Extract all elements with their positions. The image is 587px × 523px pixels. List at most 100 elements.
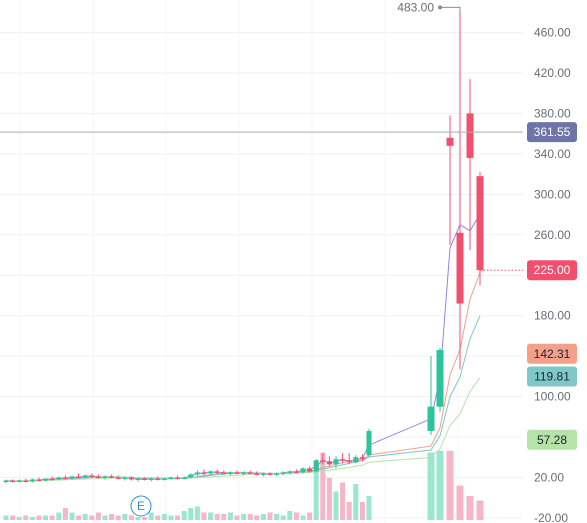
candle-body bbox=[359, 457, 365, 460]
volume-bar bbox=[161, 514, 167, 520]
volume-bar bbox=[56, 512, 62, 520]
candle-body bbox=[333, 459, 339, 465]
volume-bar bbox=[208, 512, 214, 520]
candle-body bbox=[446, 137, 454, 146]
candle-body bbox=[208, 471, 214, 474]
candle-body bbox=[427, 406, 435, 431]
candle-body bbox=[3, 480, 9, 482]
volume-bar bbox=[175, 515, 181, 520]
moving-average-line bbox=[5, 377, 481, 482]
volume-bar bbox=[148, 512, 154, 520]
moving-averages bbox=[5, 213, 481, 482]
candle-body bbox=[188, 474, 194, 478]
candle-body bbox=[476, 176, 484, 271]
volume-bar bbox=[102, 515, 108, 520]
high-marker-line bbox=[440, 6, 461, 14]
candle-body bbox=[155, 478, 161, 480]
volume-bar bbox=[436, 451, 444, 520]
indicator-badge-bg bbox=[527, 429, 577, 450]
volume-bar bbox=[16, 517, 22, 520]
y-tick-label: 340.00 bbox=[534, 147, 571, 161]
y-tick-label: 420.00 bbox=[534, 66, 571, 80]
candle-body bbox=[214, 471, 220, 473]
indicator-badge: 119.81 bbox=[534, 370, 570, 384]
candle-body bbox=[267, 473, 273, 475]
indicator-badge: 142.31 bbox=[534, 347, 571, 361]
moving-average-line bbox=[5, 272, 481, 482]
volume-bar bbox=[128, 515, 134, 520]
candle-body bbox=[128, 477, 134, 480]
last-price-badge-bg bbox=[527, 260, 577, 281]
indicator-badge-bg bbox=[527, 366, 577, 387]
candle-body bbox=[89, 475, 95, 477]
volume-bar bbox=[241, 514, 247, 520]
candle-body bbox=[366, 430, 372, 456]
volume-bar bbox=[76, 515, 82, 520]
moving-average-line bbox=[5, 315, 481, 482]
y-tick-label: 460.00 bbox=[534, 26, 571, 40]
indicator-badge: 57.28 bbox=[537, 433, 567, 447]
volume-bar bbox=[340, 482, 346, 520]
candle-body bbox=[102, 476, 108, 478]
volume-bar bbox=[122, 514, 128, 520]
y-tick-label: 380.00 bbox=[534, 106, 571, 120]
last-price-badge: 225.00 bbox=[534, 263, 571, 277]
volume-bar bbox=[135, 517, 141, 520]
volume-bar bbox=[333, 491, 339, 520]
candle-body bbox=[122, 477, 128, 479]
candle-body bbox=[254, 473, 260, 475]
volume-bar bbox=[466, 496, 474, 520]
price-axis[interactable]: 500.00460.00420.00380.00340.00300.00260.… bbox=[527, 0, 577, 523]
volume-bar bbox=[43, 515, 49, 520]
candle-body bbox=[109, 476, 115, 478]
candle-body bbox=[221, 472, 227, 474]
volume-bar bbox=[168, 515, 174, 520]
candle-body bbox=[82, 475, 88, 478]
volume-bar bbox=[300, 515, 306, 520]
candle-body bbox=[29, 479, 35, 482]
volume-bar bbox=[234, 515, 240, 520]
candle-body bbox=[142, 478, 148, 480]
candle-body bbox=[135, 478, 141, 480]
candle-body bbox=[320, 460, 326, 462]
volume-bar bbox=[293, 512, 299, 520]
event-marker-icon[interactable] bbox=[130, 495, 152, 517]
candle-body bbox=[16, 480, 22, 482]
candle-body bbox=[175, 477, 181, 479]
candle-body bbox=[181, 477, 187, 479]
candle-body bbox=[161, 478, 167, 480]
volume-bar bbox=[3, 515, 9, 520]
candle-body bbox=[280, 472, 286, 474]
volume-bar bbox=[427, 452, 435, 520]
moving-average-line bbox=[5, 213, 481, 482]
crosshair-price-badge-bg bbox=[527, 122, 577, 143]
candle-body bbox=[69, 476, 75, 479]
candle-body bbox=[313, 460, 319, 472]
volume-bar bbox=[10, 515, 16, 520]
y-tick-label: 20.00 bbox=[534, 470, 564, 484]
y-tick-label: 300.00 bbox=[534, 187, 571, 201]
candle-body bbox=[115, 477, 121, 479]
candle-body bbox=[148, 478, 154, 480]
volume-bar bbox=[346, 502, 352, 520]
candle-body bbox=[241, 472, 247, 474]
candle-body bbox=[340, 459, 346, 461]
candle-body bbox=[168, 477, 174, 479]
volume-bar bbox=[326, 478, 332, 520]
volume-bar bbox=[142, 517, 148, 520]
candle-body bbox=[43, 478, 49, 481]
volume-bar bbox=[456, 485, 464, 520]
high-marker-label: 483.00 bbox=[397, 0, 434, 14]
volume-bar bbox=[109, 514, 115, 520]
volume-bar bbox=[353, 484, 359, 520]
candle-body bbox=[436, 350, 444, 407]
volume-bar bbox=[359, 502, 365, 520]
event-marker-label: E bbox=[137, 499, 145, 513]
crosshair-price-badge: 361.55 bbox=[534, 125, 571, 139]
y-tick-label: 100.00 bbox=[534, 390, 571, 404]
volume-bar bbox=[155, 515, 161, 520]
candle-body bbox=[76, 476, 82, 478]
volume-bar bbox=[476, 500, 484, 520]
